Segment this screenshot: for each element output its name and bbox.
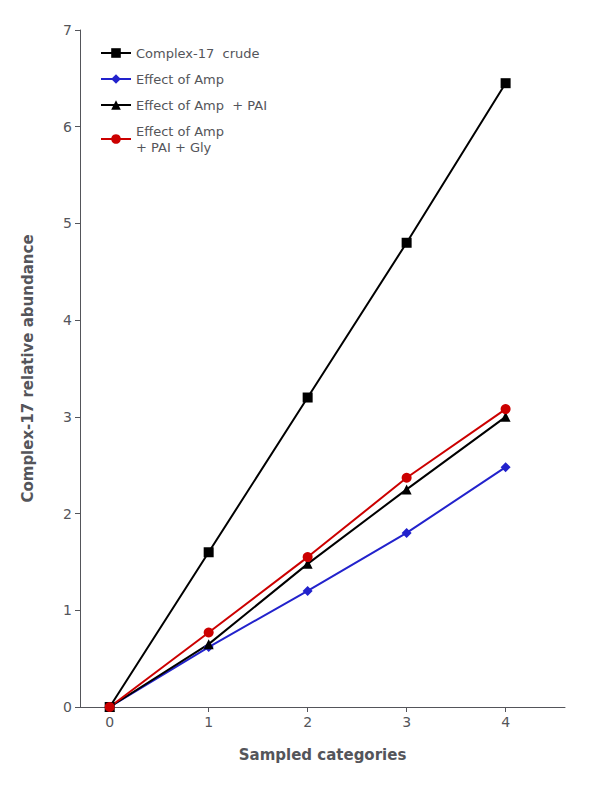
svg-text:4: 4 [501,714,510,730]
svg-text:3: 3 [63,409,72,425]
svg-text:6: 6 [63,119,72,135]
svg-text:4: 4 [63,312,72,328]
svg-text:5: 5 [63,215,72,231]
svg-text:7: 7 [63,22,72,38]
svg-text:Complex-17 crude: Complex-17 crude [136,46,260,61]
svg-text:2: 2 [63,506,72,522]
svg-text:Complex-17 relative abundance: Complex-17 relative abundance [19,234,37,502]
svg-text:0: 0 [105,714,114,730]
svg-text:Effect of Amp + PAI: Effect of Amp + PAI [136,98,267,113]
svg-text:0: 0 [63,699,72,715]
svg-text:1: 1 [204,714,213,730]
svg-text:Effect of Amp: Effect of Amp [136,72,224,87]
svg-text:3: 3 [402,714,411,730]
svg-text:Sampled categories: Sampled categories [239,746,407,764]
svg-text:2: 2 [303,714,312,730]
svg-text:Effect of Amp: Effect of Amp [136,124,224,139]
svg-text:1: 1 [63,602,72,618]
svg-text:+ PAI + Gly: + PAI + Gly [136,140,212,155]
